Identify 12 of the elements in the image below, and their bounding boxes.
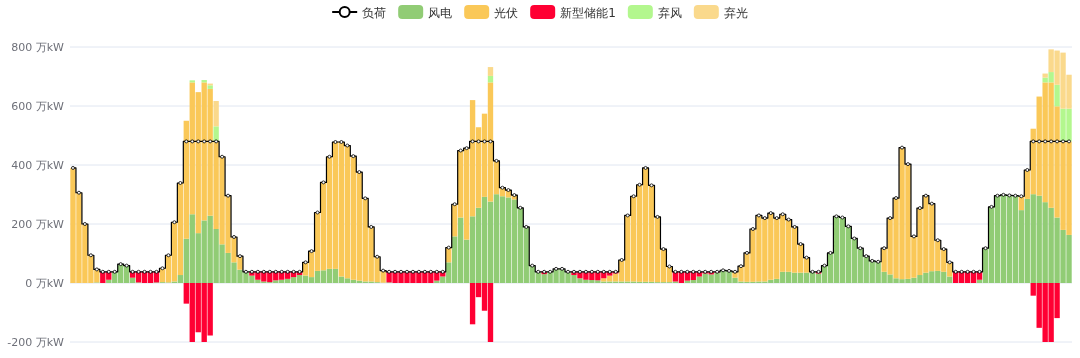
legend-label: 弃光: [723, 5, 748, 20]
y-tick-label: 800 万kW: [11, 41, 65, 54]
legend-label: 风电: [428, 5, 453, 20]
y-tick-label: 0 万kW: [25, 277, 65, 290]
legend-label: 新型储能1: [560, 5, 616, 20]
y-tick-label: 200 万kW: [11, 218, 65, 231]
legend-label: 光伏: [494, 5, 519, 20]
y-tick-label: 600 万kW: [11, 100, 65, 113]
y-tick-label: -200 万kW: [7, 336, 65, 349]
legend-label: 负荷: [362, 5, 387, 20]
y-tick-label: 400 万kW: [11, 159, 65, 172]
legend-label: 弃风: [657, 5, 682, 20]
